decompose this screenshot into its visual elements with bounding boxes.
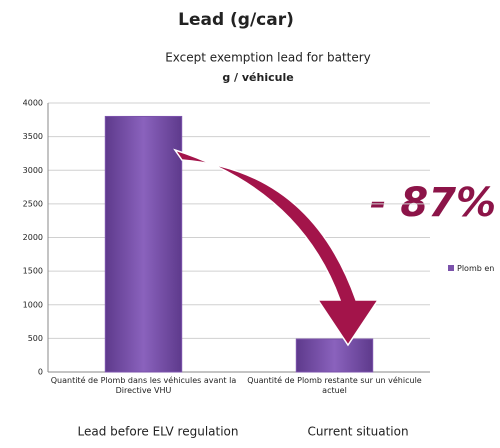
- arrow: [173, 148, 380, 347]
- y-tick-label: 3000: [23, 166, 43, 175]
- y-tick-label: 2000: [23, 233, 43, 242]
- bottom-label: Lead before ELV regulation: [78, 425, 239, 439]
- slide-title: Lead (g/car): [178, 10, 294, 30]
- bar: [104, 115, 183, 373]
- y-tick-label: 1500: [23, 267, 43, 276]
- y-tick-label: 500: [28, 334, 43, 343]
- bar: [295, 338, 374, 373]
- legend-swatch: [448, 265, 454, 271]
- y-tick-label: 2500: [23, 199, 43, 208]
- y-tick-label: 4000: [23, 99, 43, 108]
- bottom-label: Current situation: [307, 425, 408, 439]
- chart-title: g / véhicule: [222, 71, 293, 84]
- annotation: - 87%: [370, 180, 496, 226]
- subtitle: Except exemption lead for battery: [165, 51, 371, 65]
- y-tick-label: 1000: [23, 300, 43, 309]
- legend-label: Plomb en: [457, 264, 494, 273]
- x-tick-label: Quantité de Plomb dans les véhicules ava…: [50, 376, 237, 395]
- x-tick-label: Quantité de Plomb restante sur un véhicu…: [247, 376, 422, 395]
- y-tick-label: 0: [38, 368, 43, 377]
- y-tick-label: 3500: [23, 132, 43, 141]
